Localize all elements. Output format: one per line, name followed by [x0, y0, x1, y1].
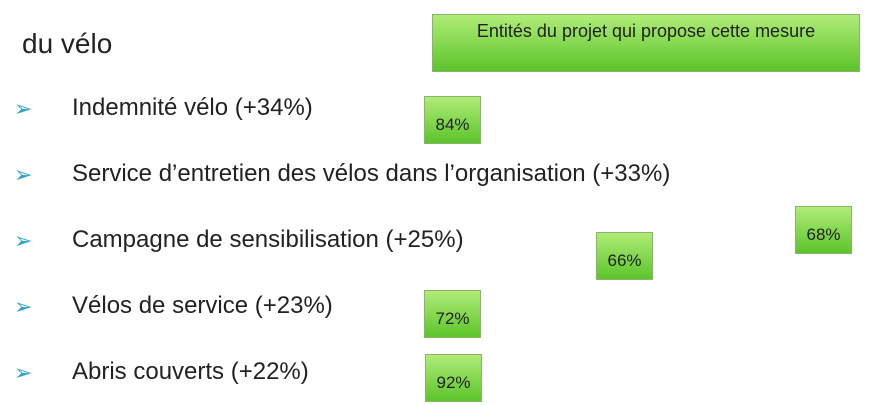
legend-box: Entités du projet qui propose cette mesu… — [432, 14, 860, 72]
list-item: Abris couverts (+22%) — [72, 358, 309, 385]
percentage-badge: 68% — [795, 206, 852, 254]
list-item: Service d’entretien des vélos dans l’org… — [72, 160, 671, 187]
bullet-arrow: ➢ — [14, 228, 33, 253]
percentage-badge: 72% — [424, 290, 481, 338]
list-item: Vélos de service (+23%) — [72, 292, 333, 319]
percentage-badge: 84% — [424, 96, 481, 144]
percentage-badge: 66% — [596, 232, 653, 280]
list-item: Indemnité vélo (+34%) — [72, 94, 313, 121]
bullet-arrow: ➢ — [14, 96, 33, 121]
title: du vélo — [22, 28, 113, 59]
percentage-badge: 92% — [425, 354, 482, 402]
list-item: Campagne de sensibilisation (+25%) — [72, 226, 464, 253]
bullet-arrow: ➢ — [14, 294, 33, 319]
bullet-arrow: ➢ — [14, 360, 33, 385]
bullet-arrow: ➢ — [14, 162, 33, 187]
